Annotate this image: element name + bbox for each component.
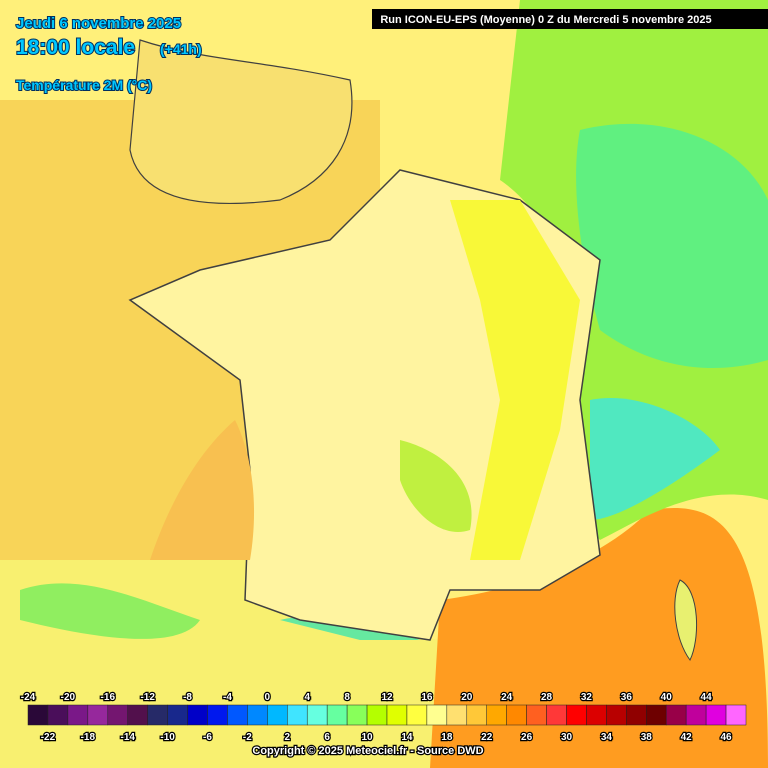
legend-tick-label: -16 (101, 692, 116, 703)
legend-swatch (167, 704, 188, 726)
legend-swatch (346, 704, 368, 726)
legend-tick-label: 8 (344, 692, 350, 703)
legend-swatch (486, 704, 507, 726)
alps (590, 398, 720, 520)
run-box (372, 9, 768, 29)
legend-tick-label: 20 (461, 692, 473, 703)
legend-swatch (127, 704, 148, 726)
legend-swatch (87, 704, 109, 726)
legend-swatch (546, 704, 567, 726)
date: Jeudi 6 novembre 2025 (16, 15, 181, 32)
legend-swatch (506, 704, 527, 726)
legend-tick-label: 24 (501, 692, 513, 703)
legend-swatch (187, 704, 208, 726)
parameter: Température 2M (°C) (16, 77, 152, 93)
legend-swatch (725, 704, 747, 726)
legend-swatch (685, 704, 707, 726)
legend-tick-label: 44 (701, 692, 713, 703)
legend-tick-label: 46 (720, 732, 732, 743)
germany-cool (576, 123, 768, 369)
legend-tick-label: -14 (120, 732, 135, 743)
east-france (450, 200, 580, 560)
legend-tick-label: 38 (641, 732, 653, 743)
legend-swatch (566, 704, 587, 726)
legend-swatch (147, 704, 168, 726)
legend-tick-label: -4 (223, 692, 232, 703)
legend-swatch (466, 704, 487, 726)
legend-swatch (247, 704, 268, 726)
gascony-sea (150, 420, 255, 560)
legend-tick-label: 12 (381, 692, 393, 703)
legend-swatch (267, 704, 288, 726)
legend-tick-label: 32 (581, 692, 593, 703)
legend-tick-label: 36 (621, 692, 633, 703)
legend-swatch (406, 704, 428, 726)
legend-swatch (47, 704, 69, 726)
legend-swatch (207, 704, 228, 726)
legend-swatch (446, 704, 468, 726)
legend-tick-label: 42 (681, 732, 693, 743)
legend-tick-label: 6 (324, 732, 330, 743)
legend-tick-label: -20 (61, 692, 76, 703)
legend-swatch (306, 704, 328, 726)
legend-swatch (67, 704, 89, 726)
iberia-green (20, 583, 200, 639)
legend-tick-label: -12 (140, 692, 155, 703)
legend-tick-label: 4 (304, 692, 310, 703)
legend-swatch (705, 704, 727, 726)
legend-tick-label: 34 (601, 732, 613, 743)
legend-swatch (107, 704, 128, 726)
legend-tick-label: 18 (441, 732, 453, 743)
legend-swatch (326, 704, 348, 726)
legend-swatch (646, 704, 667, 726)
legend-swatch (426, 704, 448, 726)
copyright: Copyright © 2025 Meteociel.fr - Source D… (252, 745, 483, 757)
massif-central (400, 440, 472, 532)
britain (129, 39, 353, 205)
legend-tick-label: -10 (160, 732, 175, 743)
legend-tick-label: -2 (243, 732, 252, 743)
mediterranean (430, 508, 768, 768)
legend-tick-label: -22 (41, 732, 56, 743)
legend-swatch (386, 704, 408, 726)
legend-tick-label: -18 (81, 732, 96, 743)
legend-swatch (366, 704, 388, 726)
legend-tick-label: 16 (421, 692, 433, 703)
legend-tick-label: 30 (561, 732, 573, 743)
lead: (+41h) (160, 41, 202, 57)
legend-swatch (626, 704, 647, 726)
time: 18:00 locale (16, 36, 135, 59)
legend-swatch (606, 704, 627, 726)
legend-swatch (27, 704, 49, 726)
legend-tick-label: -24 (21, 692, 36, 703)
legend: -24-22-20-18-16-14-12-10-8-6-4-202468101… (20, 691, 747, 744)
legend-swatch (586, 704, 607, 726)
legend-tick-label: 14 (401, 732, 413, 743)
legend-tick-label: 2 (284, 732, 290, 743)
legend-swatch (287, 704, 308, 726)
legend-swatch (227, 704, 248, 726)
legend-swatch (665, 704, 687, 726)
corsica (674, 579, 698, 661)
legend-tick-label: 22 (481, 732, 493, 743)
legend-swatch (526, 704, 547, 726)
legend-tick-label: 26 (521, 732, 533, 743)
run-label: Run ICON-EU-EPS (Moyenne) 0 Z du Mercred… (380, 14, 711, 26)
legend-tick-label: 10 (361, 732, 373, 743)
legend-tick-label: 0 (265, 692, 271, 703)
legend-tick-label: 28 (541, 692, 553, 703)
legend-tick-label: -6 (203, 732, 212, 743)
legend-tick-label: -8 (183, 692, 192, 703)
legend-tick-label: 40 (661, 692, 673, 703)
